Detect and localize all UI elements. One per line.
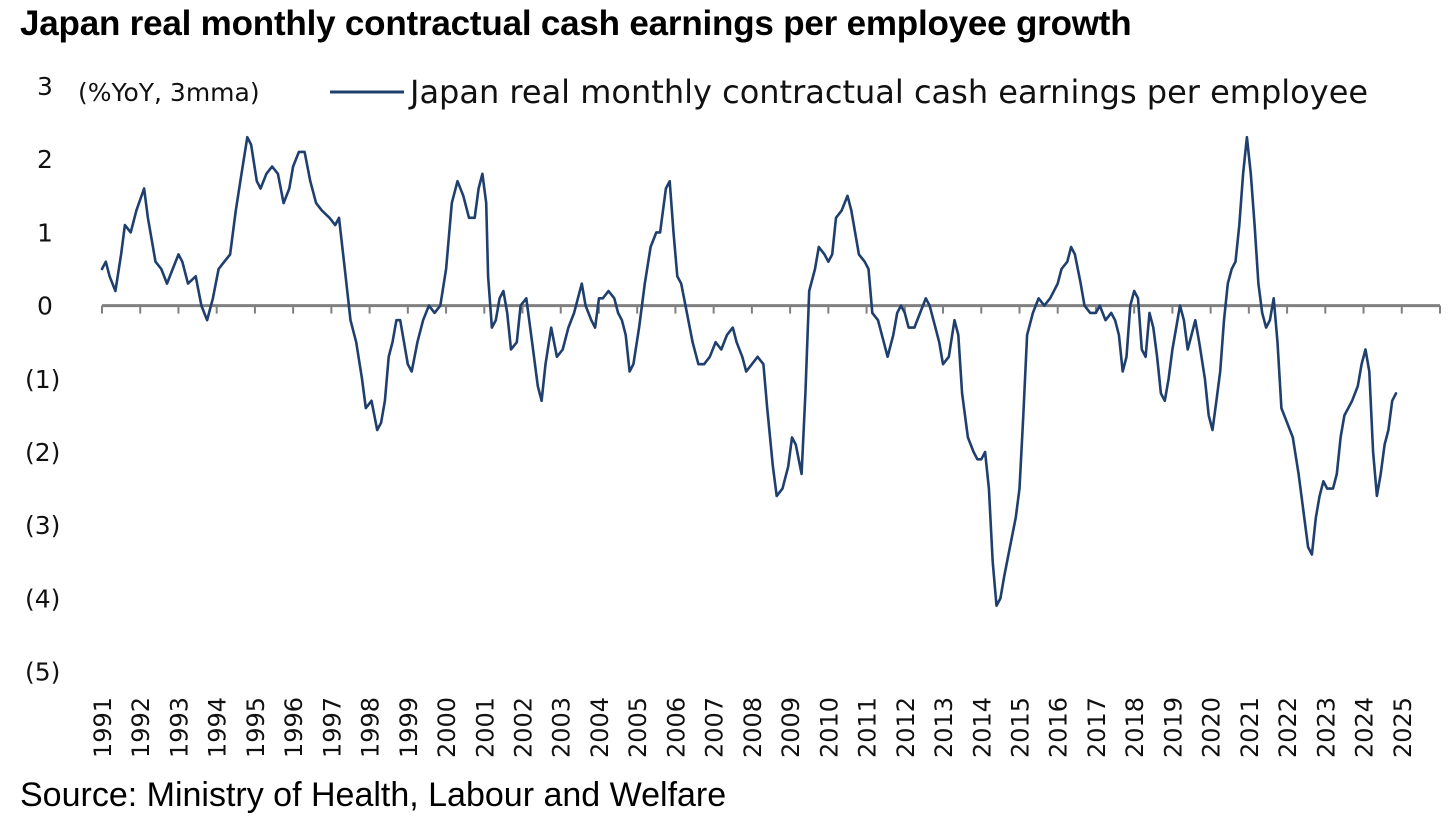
x-tick-label: 2012 [892, 697, 920, 758]
x-tick-label: 2022 [1274, 697, 1302, 758]
y-tick-label: 0 [37, 292, 53, 321]
x-axis-ticks [101, 305, 1441, 314]
x-tick-label: 2015 [1006, 697, 1034, 758]
legend-label: Japan real monthly contractual cash earn… [408, 73, 1368, 111]
x-tick-label: 1994 [204, 697, 232, 758]
x-tick-label: 2004 [586, 697, 614, 758]
x-tick-label: 2024 [1351, 697, 1379, 758]
x-tick-label: 2001 [471, 697, 499, 758]
y-tick-label: (5) [25, 658, 60, 687]
x-tick-label: 2009 [777, 697, 805, 758]
x-tick-label: 2008 [739, 697, 767, 758]
x-tick-label: 1997 [318, 697, 346, 758]
series-line [100, 135, 1398, 607]
x-tick-label: 2002 [510, 697, 538, 758]
chart-source: Source: Ministry of Health, Labour and W… [20, 776, 727, 814]
y-tick-label: (4) [25, 584, 60, 613]
chart-title: Japan real monthly contractual cash earn… [20, 4, 1132, 43]
y-tick-label: 1 [37, 218, 53, 247]
x-tick-label: 2007 [701, 697, 729, 758]
y-axis-ticks: 3 2 1 0 (1) (2) (3) (4) (5) [25, 72, 60, 687]
x-tick-label: 2013 [930, 697, 958, 758]
x-tick-label: 2003 [548, 697, 576, 758]
x-tick-label: 1995 [242, 697, 270, 758]
x-tick-label: 2020 [1198, 697, 1226, 758]
x-tick-label: 2023 [1312, 697, 1340, 758]
y-tick-label: 3 [37, 72, 53, 101]
x-tick-label: 1992 [127, 697, 155, 758]
x-tick-label: 2017 [1083, 697, 1111, 758]
x-tick-label: 1999 [395, 697, 423, 758]
x-tick-label: 2011 [854, 697, 882, 758]
x-tick-label: 1996 [280, 697, 308, 758]
y-tick-label: 2 [37, 145, 53, 174]
x-tick-label: 1998 [357, 697, 385, 758]
x-tick-label: 1993 [165, 697, 193, 758]
x-tick-label: 2021 [1236, 697, 1264, 758]
y-tick-label: (1) [25, 365, 60, 394]
x-tick-label: 2025 [1389, 697, 1417, 758]
y-tick-label: (2) [25, 438, 60, 467]
x-tick-label: 2000 [433, 697, 461, 758]
x-tick-label: 2019 [1159, 697, 1187, 758]
x-tick-label: 2005 [624, 697, 652, 758]
x-tick-label: 2018 [1121, 697, 1149, 758]
x-tick-label: 1991 [89, 697, 117, 758]
x-tick-label: 2006 [662, 697, 690, 758]
x-tick-label: 2010 [815, 697, 843, 758]
x-tick-label: 2014 [968, 697, 996, 758]
x-tick-label: 2016 [1045, 697, 1073, 758]
x-axis-labels: 1991 1992 1993 1994 1995 1996 1997 1998 1999 2000… [89, 697, 1417, 758]
y-tick-label: (3) [25, 511, 60, 540]
y-axis-unit-label: (%YoY, 3mma) [78, 78, 260, 107]
